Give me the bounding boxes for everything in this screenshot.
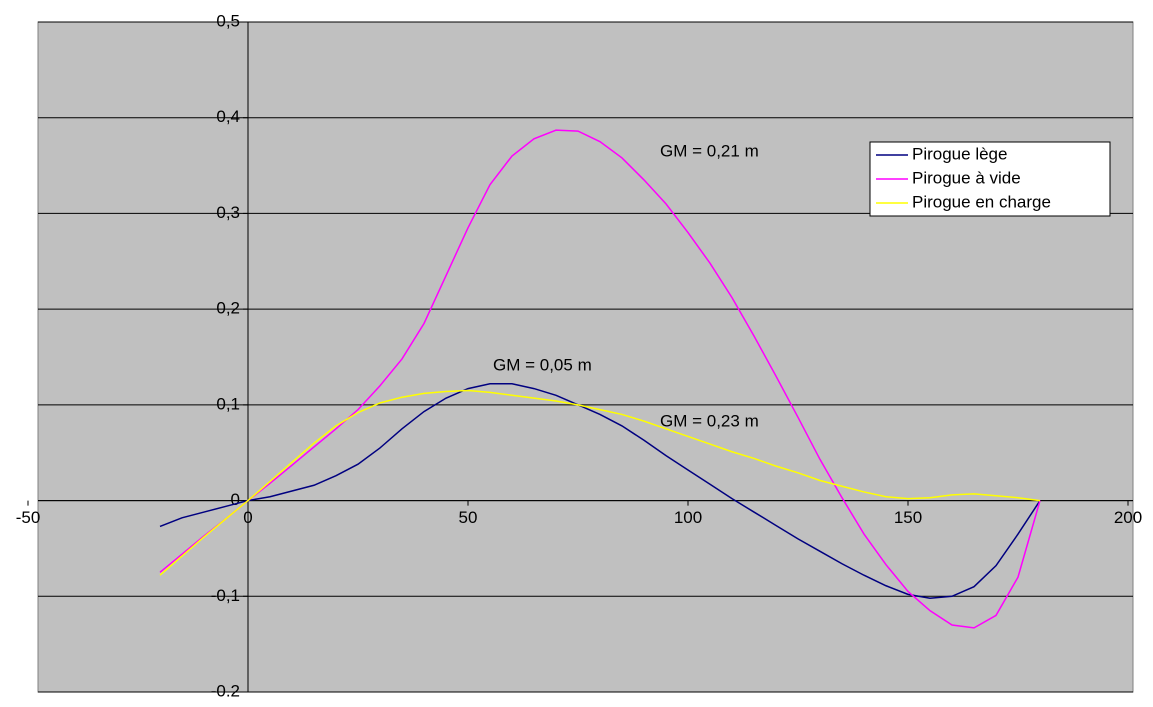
annotation: GM = 0,05 m xyxy=(493,355,592,374)
y-tick-label: 0 xyxy=(231,490,240,509)
legend-label: Pirogue à vide xyxy=(912,168,1021,187)
grid: -0.2-0,100,10,20,30,40,5-50 0 50 100 150 200 xyxy=(16,11,1142,700)
lines xyxy=(159,129,1041,629)
legend-label: Pirogue en charge xyxy=(912,192,1051,211)
y-tick-label: 0,4 xyxy=(216,107,240,126)
series-line xyxy=(159,389,1041,576)
y-tick-label: -0.2 xyxy=(211,681,240,700)
legend-label: Pirogue lège xyxy=(912,144,1007,163)
series-line xyxy=(159,383,1041,599)
legend: Pirogue lège Pirogue à vide Pirogue en cha… xyxy=(869,141,1111,217)
annotation: GM = 0,23 m xyxy=(660,411,759,430)
x-tick-label: -50 xyxy=(16,508,41,527)
annotation: GM = 0,21 m xyxy=(660,141,759,160)
plot-area xyxy=(37,21,1134,693)
y-tick-label: 0,2 xyxy=(216,299,240,318)
x-tick-label: 150 xyxy=(894,508,922,527)
x-tick-label: 50 xyxy=(459,508,478,527)
y-tick-label: 0,3 xyxy=(216,203,240,222)
y-tick-label: 0,1 xyxy=(216,394,240,413)
series-line xyxy=(159,129,1041,629)
x-tick-label: 200 xyxy=(1114,508,1142,527)
legend-box xyxy=(869,141,1111,217)
x-tick-label: 100 xyxy=(674,508,702,527)
y-tick-label: 0,5 xyxy=(216,11,240,30)
y-tick-label: -0,1 xyxy=(211,586,240,605)
